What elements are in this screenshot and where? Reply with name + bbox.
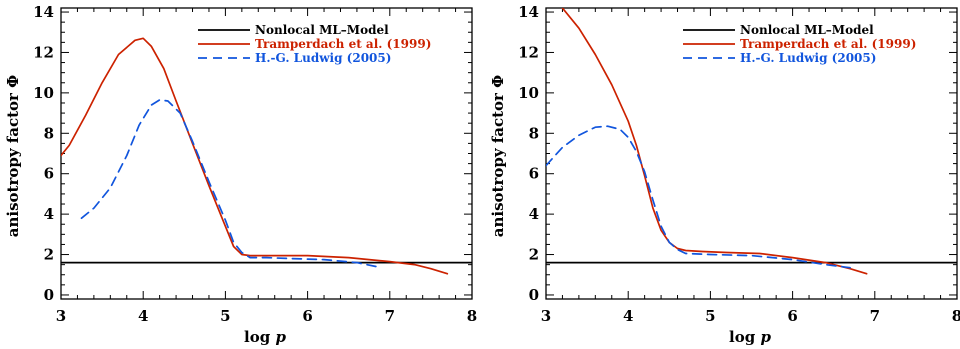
right-legend-label-ludwig-line: H.-G. Ludwig (2005)	[740, 51, 876, 65]
right-y-tick-label: 12	[518, 43, 539, 61]
right-legend-label-model-line: Nonlocal ML–Model	[740, 23, 874, 37]
left-tramperdach-line	[61, 37, 449, 275]
right-y-axis-title: anisotropy factor Φ	[489, 75, 507, 237]
right-legend-label-tramperdach-line: Tramperdach et al. (1999)	[740, 37, 916, 51]
right-x-axis-title: log p	[729, 328, 771, 346]
left-series-group	[61, 37, 472, 275]
left-x-axis-title-main: log	[244, 328, 275, 346]
left-x-tick-label: 4	[138, 307, 148, 325]
right-y-tick-label: 6	[529, 165, 539, 183]
left-y-tick-label: 8	[44, 124, 54, 142]
left-ludwig-line	[80, 99, 383, 269]
left-x-tick-label: 7	[385, 307, 395, 325]
right-y-tick-label: 10	[518, 84, 539, 102]
right-y-tick-label: 4	[529, 205, 539, 223]
right-x-axis-title-main: log	[729, 328, 760, 346]
right-x-tick-label: 6	[787, 307, 797, 325]
left-y-tick-label: 4	[44, 205, 54, 223]
left-x-axis-title: log p	[244, 328, 286, 346]
right-x-axis-title-variable: p	[760, 328, 771, 346]
right-x-tick-label: 8	[952, 307, 960, 325]
left-x-tick-label: 6	[302, 307, 312, 325]
left-y-axis-title: anisotropy factor Φ	[4, 75, 22, 237]
right-chart-panel: anisotropy factor Φ log p 3 4 5 6 7 8 0 2 4 6 8 10 1…	[489, 3, 960, 346]
right-y-tick-label: 14	[518, 3, 539, 21]
left-legend-label-tramperdach-line: Tramperdach et al. (1999)	[255, 37, 431, 51]
right-y-tick-label: 0	[529, 286, 539, 304]
right-x-tick-label: 7	[870, 307, 880, 325]
left-x-tick-label: 3	[56, 307, 66, 325]
left-y-tick-label: 6	[44, 165, 54, 183]
right-x-tick-label: 4	[623, 307, 633, 325]
left-y-tick-label: 12	[33, 43, 54, 61]
left-y-tick-label: 0	[44, 286, 54, 304]
left-x-axis-title-variable: p	[275, 328, 286, 346]
right-x-tick-label: 3	[541, 307, 551, 325]
right-x-tick-label: 5	[705, 307, 715, 325]
right-y-tick-label: 2	[529, 246, 539, 264]
right-ludwig-line	[546, 125, 851, 269]
left-legend-label-model-line: Nonlocal ML–Model	[255, 23, 389, 37]
left-chart-panel: anisotropy factor Φ log p 3 4 5 6 7 8 0 2 4 6 8 10 1…	[4, 3, 477, 346]
left-y-tick-label: 10	[33, 84, 54, 102]
left-y-tick-label: 2	[44, 246, 54, 264]
left-legend-label-ludwig-line: H.-G. Ludwig (2005)	[255, 51, 391, 65]
left-x-tick-label: 5	[220, 307, 230, 325]
right-y-tick-label: 8	[529, 124, 539, 142]
left-y-tick-label: 14	[33, 3, 54, 21]
left-x-tick-label: 8	[467, 307, 477, 325]
right-series-group	[546, 8, 957, 275]
